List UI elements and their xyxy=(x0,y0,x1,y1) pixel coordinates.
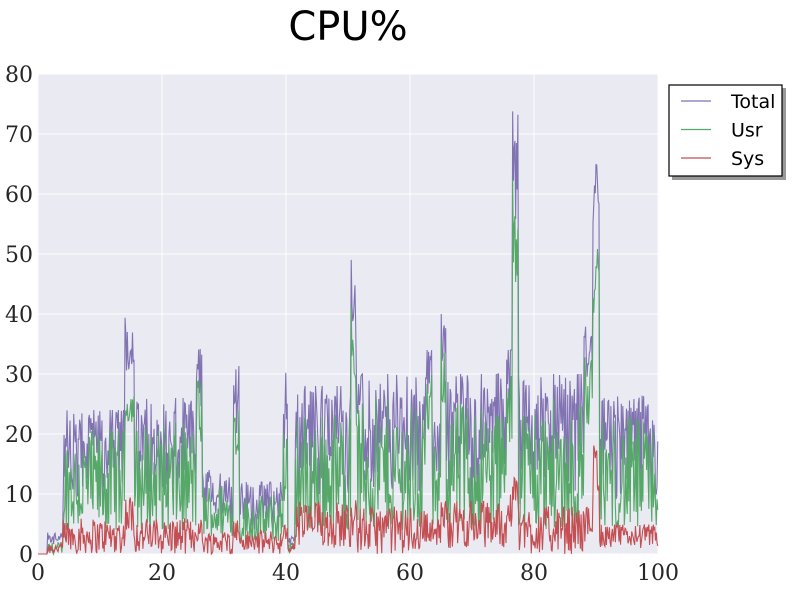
x-tick-label: 20 xyxy=(148,561,176,586)
x-tick-label: 60 xyxy=(396,561,424,586)
axis-ticks: 0 20 40 60 80 100 0 10 20 30 40 50 60 70 80 xyxy=(5,63,679,586)
y-tick-label: 40 xyxy=(5,303,33,328)
series-line-total xyxy=(38,111,659,555)
y-tick-label: 10 xyxy=(5,483,33,508)
legend-box xyxy=(668,84,783,177)
series-line-sys xyxy=(38,445,659,556)
legend-label-total: Total xyxy=(730,91,775,113)
legend: Total Usr Sys xyxy=(668,84,786,180)
x-tick-label: 80 xyxy=(520,561,548,586)
y-tick-label: 80 xyxy=(5,63,33,88)
y-tick-label: 20 xyxy=(5,423,33,448)
chart-title: CPU% xyxy=(288,4,407,50)
y-tick-label: 30 xyxy=(5,363,33,388)
x-tick-label: 40 xyxy=(272,561,300,586)
legend-label-sys: Sys xyxy=(731,148,764,170)
y-tick-label: 0 xyxy=(19,543,33,568)
x-tick-label: 100 xyxy=(637,561,679,586)
x-tick-label: 0 xyxy=(31,561,45,586)
y-tick-label: 60 xyxy=(5,183,33,208)
legend-label-usr: Usr xyxy=(731,120,763,142)
series-lines xyxy=(38,111,659,557)
y-tick-label: 50 xyxy=(5,243,33,268)
series-line-usr xyxy=(38,178,659,557)
y-tick-label: 70 xyxy=(5,123,33,148)
